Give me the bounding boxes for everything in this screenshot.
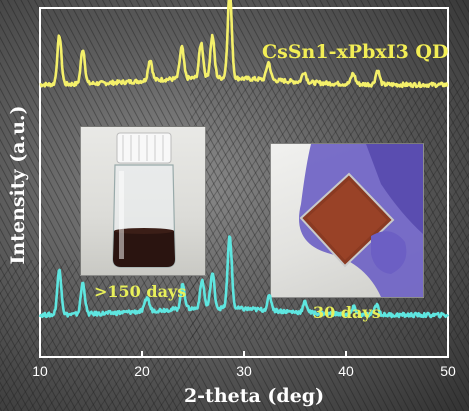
y-axis-label: Intensity (a.u.) [7,105,29,264]
series-label: CsSn1-xPbxI3 QD [262,41,448,63]
axes [39,7,449,358]
x-tick-label: 30 [236,363,252,379]
vial-icon [112,132,176,268]
x-tick-label: 50 [440,363,456,379]
x-axis-label: 2-theta (deg) [184,385,324,407]
film-photo [270,143,424,298]
series-line-cyan [38,235,449,319]
series-line-yellow [39,0,449,89]
x-tick-label: 20 [134,363,150,379]
traces [38,0,449,319]
x-tick-label: 10 [32,363,48,379]
film-days-label: 30 days [313,303,381,322]
film-in-glove-icon [299,144,423,297]
vial-days-label: >150 days [94,282,186,301]
vial-photo [80,126,206,276]
x-tick-labels: 10 20 30 40 50 [32,363,456,379]
x-tick-label: 40 [338,363,354,379]
